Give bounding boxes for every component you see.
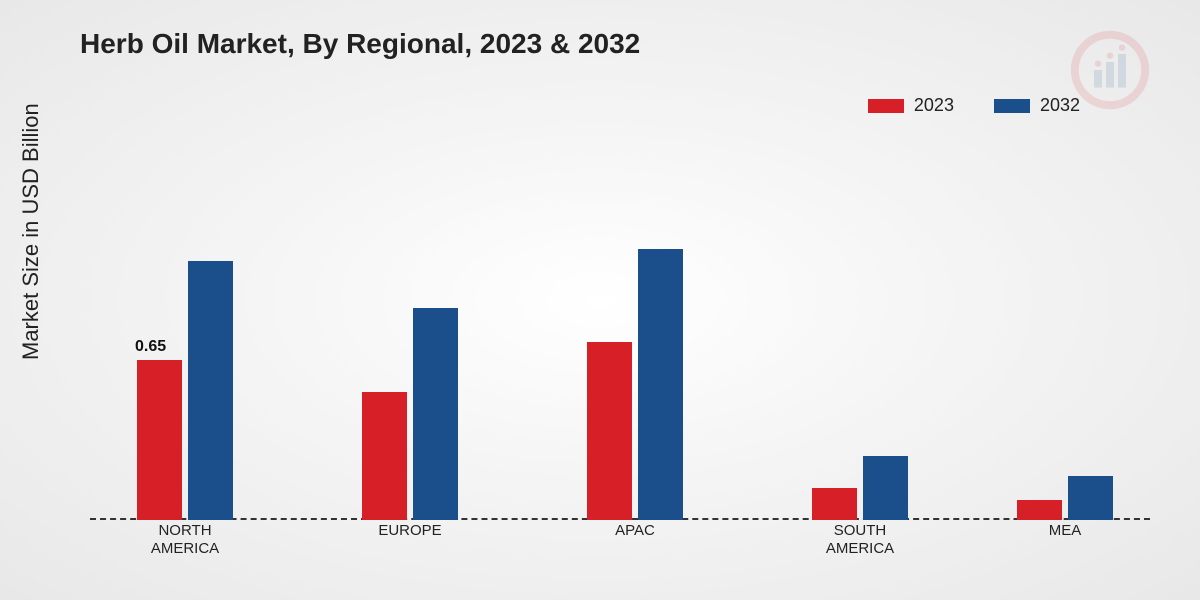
bar (587, 342, 632, 520)
x-tick-label: NORTHAMERICA (125, 522, 245, 558)
bar-group (812, 456, 908, 520)
bar-group (362, 308, 458, 520)
bar (1068, 476, 1113, 520)
bar (362, 392, 407, 520)
bar-group (587, 249, 683, 520)
bar (638, 249, 683, 520)
y-axis-label: Market Size in USD Billion (18, 103, 44, 360)
legend-label-2032: 2032 (1040, 95, 1080, 116)
bar (188, 261, 233, 520)
bar (413, 308, 458, 520)
chart-title: Herb Oil Market, By Regional, 2023 & 203… (80, 28, 640, 60)
bar (812, 488, 857, 520)
legend-label-2023: 2023 (914, 95, 954, 116)
x-tick-label: SOUTHAMERICA (800, 522, 920, 558)
legend-swatch-2023 (868, 99, 904, 113)
bar (863, 456, 908, 520)
bar (137, 360, 182, 520)
bar-value-label: 0.65 (135, 338, 166, 356)
plot-area: 0.65 (90, 150, 1150, 520)
x-tick-label: EUROPE (350, 522, 470, 540)
x-tick-label: APAC (575, 522, 695, 540)
bar-group (1017, 476, 1113, 520)
legend-item-2032: 2032 (994, 95, 1080, 116)
legend-swatch-2032 (994, 99, 1030, 113)
watermark-logo (1070, 30, 1150, 110)
x-axis-labels: NORTHAMERICA EUROPE APAC SOUTHAMERICA MEA (90, 522, 1150, 572)
bar-group: 0.65 (137, 261, 233, 520)
legend: 2023 2032 (868, 95, 1080, 116)
legend-item-2023: 2023 (868, 95, 954, 116)
x-tick-label: MEA (1005, 522, 1125, 540)
bar (1017, 500, 1062, 520)
